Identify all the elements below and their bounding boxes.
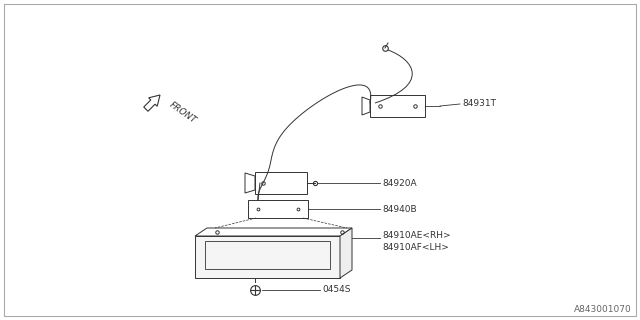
Bar [248, 200, 308, 218]
Text: 84940B: 84940B [382, 204, 417, 213]
Bar [255, 172, 307, 194]
Text: 84920A: 84920A [382, 179, 417, 188]
Polygon shape [340, 228, 352, 278]
Text: A843001070: A843001070 [574, 305, 632, 314]
Bar [205, 241, 330, 269]
Text: 84910AF<LH>: 84910AF<LH> [382, 243, 449, 252]
Text: 84931T: 84931T [462, 100, 496, 108]
Text: FRONT: FRONT [168, 100, 198, 125]
Text: 0454S: 0454S [322, 285, 351, 294]
Text: 84910AE<RH>: 84910AE<RH> [382, 230, 451, 239]
Bar [370, 95, 425, 117]
Polygon shape [195, 236, 340, 278]
